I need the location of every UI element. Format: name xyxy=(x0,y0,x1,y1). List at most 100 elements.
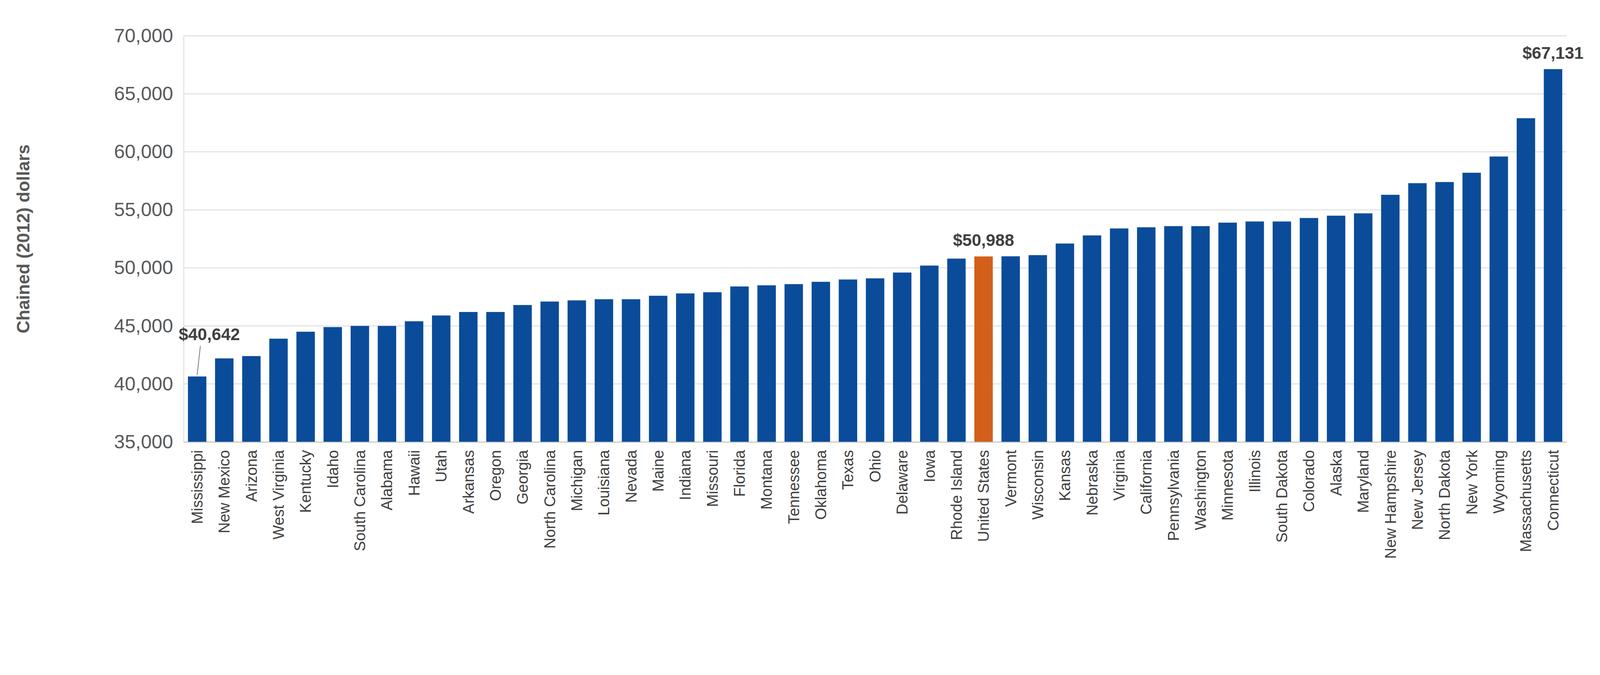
x-tick: Alaska xyxy=(1327,442,1345,497)
x-tick-label: Texas xyxy=(839,450,857,490)
x-tick-label: Ohio xyxy=(866,450,884,483)
bar xyxy=(214,358,234,443)
x-tick: Montana xyxy=(758,442,776,510)
bar xyxy=(649,295,668,443)
x-tick-label: South Carolina xyxy=(351,449,369,552)
x-axis-line xyxy=(183,442,1567,443)
x-tick-label: Mississippi xyxy=(188,450,206,525)
bar xyxy=(1299,218,1319,443)
x-tick-label: Nebraska xyxy=(1083,449,1101,516)
data-label: $40,642 xyxy=(178,324,240,344)
x-tick: Utah xyxy=(432,442,450,483)
x-tick: Minnesota xyxy=(1219,442,1237,521)
x-tick-label: Wyoming xyxy=(1490,450,1508,514)
y-axis: 35,00040,00045,00050,00055,00060,00065,0… xyxy=(113,24,184,453)
x-tick-label: New Mexico xyxy=(215,450,233,534)
bar xyxy=(241,356,261,443)
x-tick-label: California xyxy=(1137,449,1155,515)
x-tick-label: Maine xyxy=(649,450,667,492)
y-tick: 55,000 xyxy=(113,198,184,221)
chart: 35,00040,00045,00050,00055,00060,00065,0… xyxy=(0,0,1600,675)
x-tick-label: Maryland xyxy=(1354,450,1372,513)
bar xyxy=(296,331,315,443)
x-tick-label: Florida xyxy=(731,449,749,497)
bar xyxy=(675,293,695,443)
x-tick-label: Connecticut xyxy=(1544,450,1562,532)
x-tick: Oklahoma xyxy=(812,442,830,520)
bar xyxy=(1218,222,1237,443)
x-tick-label: Indiana xyxy=(676,449,694,501)
bar xyxy=(838,279,858,443)
bar xyxy=(811,281,831,443)
x-tick: New Mexico xyxy=(215,442,233,534)
x-tick: Iowa xyxy=(921,442,939,483)
bar xyxy=(350,326,370,443)
x-tick: Tennessee xyxy=(785,442,803,525)
bar xyxy=(919,265,939,443)
bar xyxy=(405,321,424,443)
bar xyxy=(513,305,532,443)
x-tick-label: Iowa xyxy=(921,449,939,483)
x-tick: Hawaii xyxy=(405,442,423,497)
x-tick: Arizona xyxy=(243,442,261,503)
x-tick: Massachusetts xyxy=(1517,442,1535,552)
data-label: $67,131 xyxy=(1522,43,1584,63)
bar xyxy=(567,300,587,443)
bar xyxy=(377,326,397,443)
grid-line xyxy=(183,35,1567,37)
x-tick: South Dakota xyxy=(1273,442,1291,543)
x-tick-label: Nevada xyxy=(622,449,640,503)
x-tick: Mississippi xyxy=(188,442,206,525)
x-tick-label: North Carolina xyxy=(541,449,559,549)
x-tick: Vermont xyxy=(1002,442,1020,508)
x-tick: New Jersey xyxy=(1409,442,1427,531)
x-tick: Maine xyxy=(649,442,667,492)
data-label: $50,988 xyxy=(952,230,1015,250)
x-tick-label: Arkansas xyxy=(460,450,478,514)
bar xyxy=(1245,221,1265,443)
bar xyxy=(1516,118,1536,443)
x-tick-label: Delaware xyxy=(893,450,911,515)
bar xyxy=(1055,243,1075,443)
x-tick: Louisiana xyxy=(595,442,613,516)
x-tick: Wisconsin xyxy=(1029,442,1047,520)
x-tick-label: Minnesota xyxy=(1219,449,1237,521)
x-tick-label: Wisconsin xyxy=(1029,450,1047,520)
x-tick-label: Montana xyxy=(758,449,776,510)
bar xyxy=(1435,181,1454,443)
x-tick: Delaware xyxy=(893,442,911,515)
bar xyxy=(866,278,885,443)
bar xyxy=(730,286,749,443)
y-tick: 35,000 xyxy=(113,431,184,453)
x-tick-label: New Jersey xyxy=(1409,450,1427,531)
data-labels: $40,642 $50,988 $67,131 xyxy=(178,43,1584,376)
y-tick-label: 65,000 xyxy=(113,82,174,105)
x-tick: Ohio xyxy=(866,442,884,483)
bar xyxy=(1327,215,1346,443)
y-tick-label: 60,000 xyxy=(113,140,174,163)
x-tick: Virginia xyxy=(1110,442,1128,501)
x-tick-label: Alabama xyxy=(378,449,396,511)
grid-line xyxy=(183,209,1567,211)
x-tick: Missouri xyxy=(704,442,722,507)
x-tick: Nevada xyxy=(622,442,640,503)
bar xyxy=(269,338,288,443)
bars xyxy=(188,69,1563,443)
x-tick-label: Tennessee xyxy=(785,450,803,525)
x-tick: New Hampshire xyxy=(1382,442,1400,559)
x-tick-label: Idaho xyxy=(324,450,342,489)
bar xyxy=(1408,183,1427,443)
bar xyxy=(1028,255,1048,443)
x-tick: Idaho xyxy=(324,442,342,489)
x-tick: Texas xyxy=(839,442,857,490)
x-tick: Washington xyxy=(1192,442,1210,531)
bar xyxy=(1380,194,1400,443)
x-tick-label: Pennsylvania xyxy=(1165,449,1183,542)
x-tick-label: Massachusetts xyxy=(1517,450,1535,552)
x-tick-label: Hawaii xyxy=(405,450,423,497)
bar xyxy=(621,299,641,443)
bar xyxy=(1136,227,1156,443)
bar xyxy=(1489,156,1509,443)
x-tick: Arkansas xyxy=(460,442,478,514)
bar xyxy=(947,258,966,443)
